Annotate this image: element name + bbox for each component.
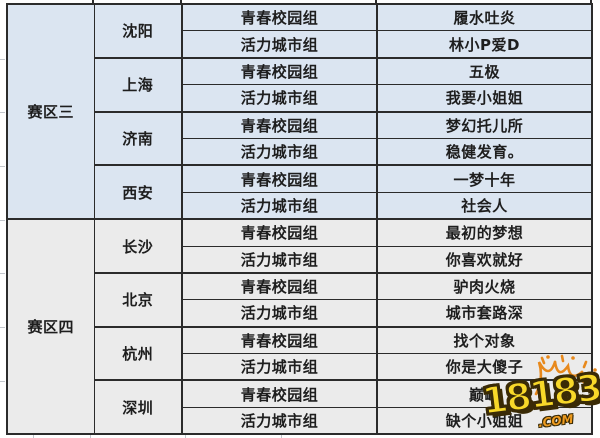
table-row: 活力城市组 城市套路深	[7, 299, 593, 328]
group-cell: 青春校园组	[181, 272, 378, 301]
gridline-tick	[0, 112, 5, 113]
team-cell: 梦幻托儿所	[376, 111, 593, 139]
team-cell: 缺个小姐姐	[376, 406, 593, 436]
table-row: 赛区三 沈阳 青春校园组 履水吐炎	[6, 3, 593, 221]
table-row: 活力城市组 林小P爱D	[7, 30, 593, 59]
table-row: 上海 青春校园组 五极	[7, 57, 593, 113]
group-cell: 活力城市组	[181, 30, 378, 59]
gridline-tick	[0, 220, 5, 221]
group-cell: 青春校园组	[181, 164, 378, 193]
cropped-row-remnant	[0, 0, 600, 3]
group-cell: 青春校园组	[181, 111, 378, 139]
group-cell: 活力城市组	[181, 245, 378, 274]
group-cell: 青春校园组	[181, 379, 378, 408]
gridline-tick	[92, 0, 94, 3]
gridline-tick	[185, 435, 186, 438]
gridline-tick	[590, 0, 592, 3]
city-cell: 济南	[93, 111, 183, 167]
team-cell: 社会人	[376, 191, 593, 221]
team-cell: 你是大傻子	[376, 353, 593, 382]
table-row: 杭州 青春校园组 找个对象	[7, 326, 593, 382]
zone-cell: 赛区三	[6, 3, 95, 221]
team-cell: 我要小姐姐	[376, 84, 593, 113]
team-cell: 城市套路深	[376, 299, 593, 328]
city-cell: 沈阳	[93, 3, 183, 59]
group-cell: 活力城市组	[181, 137, 378, 167]
team-cell: 一梦十年	[376, 164, 593, 193]
table-row: 活力城市组 我要小姐姐	[7, 84, 593, 113]
city-cell: 北京	[93, 272, 183, 328]
team-cell: 你喜欢就好	[376, 245, 593, 274]
group-cell: 青春校园组	[181, 57, 378, 86]
gridline-tick	[375, 0, 377, 3]
group-cell: 活力城市组	[181, 191, 378, 221]
gridline-tick	[33, 435, 34, 438]
gridline-tick	[0, 273, 5, 274]
group-cell: 活力城市组	[181, 406, 378, 436]
table-row: 济南 青春校园组 梦幻托儿所	[7, 111, 593, 167]
city-cell: 西安	[93, 164, 183, 221]
team-cell: 稳健发育。	[376, 137, 593, 167]
tournament-roster-table: 赛区三 沈阳 青春校园组 履水吐炎 活力城市组 林小P爱D 上海 青春校园组 五…	[6, 3, 593, 436]
city-cell: 杭州	[93, 326, 183, 382]
city-cell: 长沙	[93, 218, 183, 274]
team-cell: 巅峰	[376, 379, 593, 408]
group-cell: 青春校园组	[181, 326, 378, 355]
team-cell: 驴肉火烧	[376, 272, 593, 301]
table-row: 活力城市组 社会人	[7, 191, 593, 221]
city-cell: 深圳	[93, 379, 183, 436]
team-cell: 履水吐炎	[376, 3, 593, 32]
group-cell: 活力城市组	[181, 299, 378, 328]
team-cell: 五极	[376, 57, 593, 86]
team-cell: 找个对象	[376, 326, 593, 355]
group-cell: 青春校园组	[181, 218, 378, 247]
team-cell: 林小P爱D	[376, 30, 593, 59]
table-row: 深圳 青春校园组 巅峰	[7, 379, 593, 436]
gridline-tick	[0, 166, 5, 167]
city-cell: 上海	[93, 57, 183, 113]
table-row: 活力城市组 你喜欢就好	[7, 245, 593, 274]
gridline-tick	[0, 381, 5, 382]
zone-cell: 赛区四	[6, 218, 95, 436]
table-row: 北京 青春校园组 驴肉火烧	[7, 272, 593, 328]
table-row: 活力城市组 稳健发育。	[7, 137, 593, 167]
group-cell: 活力城市组	[181, 353, 378, 382]
table-row: 赛区四 长沙 青春校园组 最初的梦想	[6, 218, 593, 436]
gridline-tick	[281, 435, 282, 438]
table-row: 活力城市组 缺个小姐姐	[7, 406, 593, 436]
group-cell: 活力城市组	[181, 84, 378, 113]
table-row: 西安 青春校园组 一梦十年	[7, 164, 593, 221]
gridline-tick	[90, 435, 91, 438]
group-cell: 青春校园组	[181, 3, 378, 32]
team-cell: 最初的梦想	[376, 218, 593, 247]
gridline-tick	[0, 327, 5, 328]
gridline-tick	[180, 0, 182, 3]
gridline-tick	[0, 59, 5, 60]
